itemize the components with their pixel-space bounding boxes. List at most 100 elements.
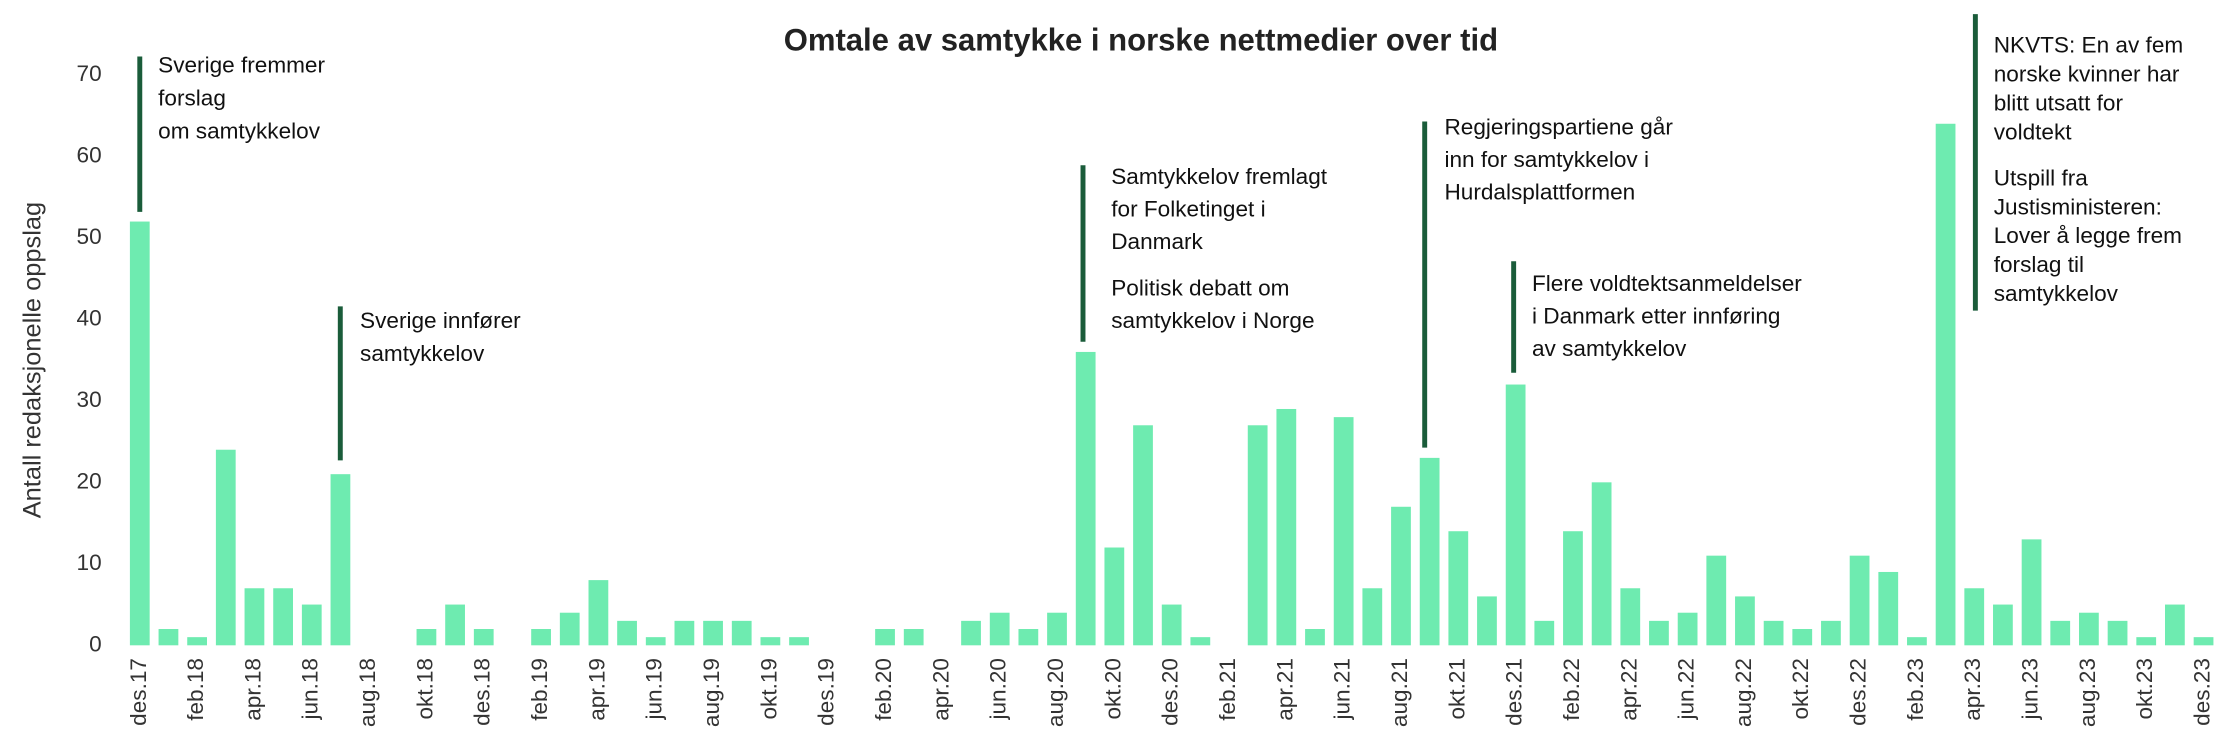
- annotation-text: blitt utsatt for: [1994, 90, 2124, 115]
- bar: [875, 629, 895, 646]
- bar: [1964, 588, 1985, 646]
- bar: [961, 620, 981, 646]
- y-tick-label: 70: [77, 61, 102, 86]
- x-tick-label: apr.22: [1616, 658, 1641, 721]
- bar: [1505, 384, 1526, 646]
- bar: [1907, 637, 1927, 646]
- x-tick-label: aug.21: [1387, 658, 1412, 727]
- bar: [1620, 588, 1641, 646]
- annotation-text: Regjeringspartiene går: [1444, 114, 1673, 139]
- annotation-text: for Folketinget i: [1111, 196, 1265, 221]
- bar: [2193, 637, 2214, 646]
- bar: [1161, 604, 1182, 646]
- bar: [1563, 531, 1583, 646]
- bar: [1935, 123, 1956, 646]
- annotation-text: om samtykkelov: [158, 119, 321, 144]
- x-tick-label: jun.23: [2018, 658, 2043, 721]
- bar: [2079, 612, 2099, 646]
- annotation-text: Utspill fra: [1994, 165, 2089, 190]
- bar: [158, 629, 179, 646]
- bar: [2136, 637, 2157, 646]
- x-tick-label: jun.18: [298, 658, 323, 721]
- annotation-text: norske kvinner har: [1994, 62, 2180, 87]
- bar: [2107, 620, 2128, 646]
- x-tick-label: okt.23: [2132, 658, 2157, 720]
- x-tick-label: jun.20: [986, 658, 1011, 721]
- bar: [1878, 571, 1899, 646]
- bar: [531, 629, 551, 646]
- x-tick-label: jun.19: [642, 658, 667, 721]
- y-tick-label: 50: [77, 224, 102, 249]
- annotation-text: Flere voldtektsanmeldelser: [1532, 271, 1802, 296]
- bar: [1047, 612, 1067, 646]
- annotation-text: Politisk debatt om: [1111, 275, 1289, 300]
- bar: [215, 449, 236, 646]
- bar: [1649, 620, 1669, 646]
- annotation-text: av samtykkelov: [1532, 336, 1687, 361]
- x-tick-label: feb.21: [1215, 658, 1240, 721]
- y-tick-label: 60: [77, 142, 102, 167]
- y-tick-label: 30: [77, 387, 102, 412]
- bar: [731, 620, 752, 646]
- bar: [1706, 555, 1727, 646]
- bar: [416, 629, 437, 646]
- bar: [1591, 482, 1612, 646]
- bar: [187, 637, 207, 646]
- annotation-text: forslag til: [1994, 252, 2084, 277]
- annotation-text: samtykkelov: [1994, 281, 2119, 306]
- bar: [760, 637, 781, 646]
- annotation-text: samtykkelov: [360, 341, 485, 366]
- bar: [903, 629, 924, 646]
- bar: [674, 620, 695, 646]
- x-tick-label: apr.19: [584, 658, 609, 721]
- x-tick-label: okt.22: [1788, 658, 1813, 720]
- annotation-text: i Danmark etter innføring: [1532, 304, 1780, 329]
- bar: [445, 604, 465, 646]
- bar: [1477, 596, 1497, 646]
- x-tick-label: aug.23: [2075, 658, 2100, 727]
- x-tick-label: des.22: [1846, 658, 1871, 726]
- x-tick-label: des.19: [814, 658, 839, 726]
- annotation-text: Hurdalsplattformen: [1444, 179, 1635, 204]
- bar: [2165, 604, 2185, 646]
- x-tick-label: okt.20: [1100, 658, 1125, 720]
- x-tick-label: okt.21: [1444, 658, 1469, 720]
- bar: [1018, 629, 1039, 646]
- x-tick-label: aug.22: [1731, 658, 1756, 727]
- annotation-text: Samtykkelov fremlagt: [1111, 164, 1328, 189]
- bar: [473, 629, 494, 646]
- bar: [1333, 417, 1354, 646]
- x-tick-label: feb.23: [1903, 658, 1928, 721]
- y-tick-label: 10: [77, 550, 102, 575]
- x-tick-label: des.20: [1158, 658, 1183, 726]
- x-tick-label: apr.20: [928, 658, 953, 721]
- bar: [1993, 604, 2013, 646]
- y-tick-label: 40: [77, 305, 102, 330]
- chart-title: Omtale av samtykke i norske nettmedier o…: [784, 23, 1498, 58]
- bar: [559, 612, 580, 646]
- y-tick-label: 0: [89, 631, 102, 656]
- bar: [1133, 425, 1153, 646]
- x-tick-label: okt.19: [756, 658, 781, 720]
- x-tick-label: feb.22: [1559, 658, 1584, 721]
- bar: [273, 588, 293, 646]
- x-tick-label: feb.19: [527, 658, 552, 721]
- x-tick-label: des.18: [470, 658, 495, 726]
- x-tick-label: jun.22: [1674, 658, 1699, 721]
- bar: [1190, 637, 1211, 646]
- bar: [129, 221, 150, 646]
- bar: [989, 612, 1010, 646]
- annotation-text: Sverige fremmer: [158, 52, 325, 77]
- bar: [1419, 457, 1440, 646]
- annotation-text: inn for samtykkelov i: [1444, 147, 1649, 172]
- x-tick-label: feb.20: [871, 658, 896, 721]
- bar: [1534, 620, 1555, 646]
- annotation-text: forslag: [158, 86, 226, 111]
- annotation-text: Lover å legge frem: [1994, 223, 2182, 248]
- x-tick-label: des.17: [126, 658, 151, 726]
- x-tick-label: feb.18: [183, 658, 208, 721]
- bar: [588, 580, 609, 646]
- annotation-text: Justisministeren:: [1994, 194, 2162, 219]
- bar: [1448, 531, 1469, 646]
- annotation-text: samtykkelov i Norge: [1111, 308, 1314, 333]
